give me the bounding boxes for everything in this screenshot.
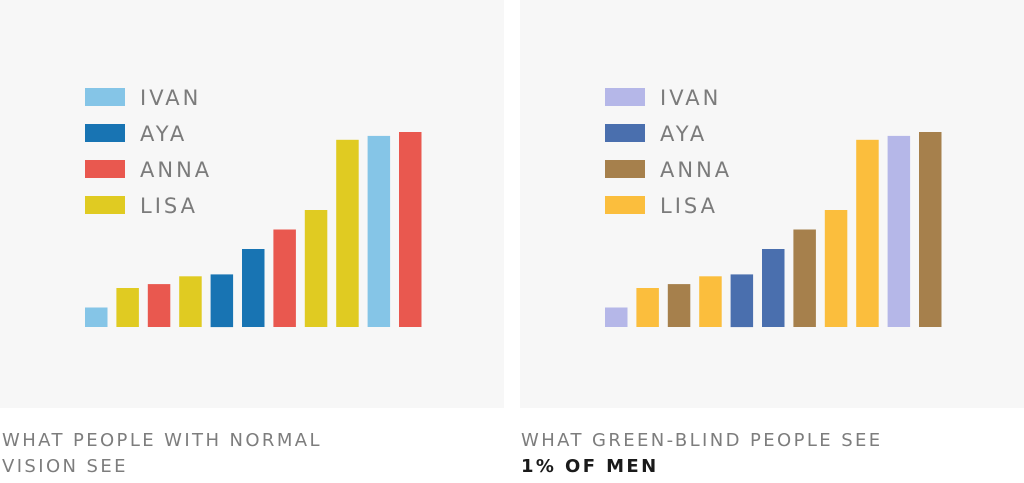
green-blind-chart: IVAN AYA ANNA LISA	[605, 86, 942, 328]
legend-swatch-lisa	[85, 196, 125, 214]
green-blind-caption-emphasis: 1% OF MEN	[521, 456, 659, 477]
bar-11-anna	[919, 132, 942, 327]
legend-swatch-ivan	[605, 88, 645, 106]
bar-1-ivan	[605, 307, 628, 327]
legend-label-lisa: LISA	[140, 194, 198, 218]
green-blind-chart-panel: IVAN AYA ANNA LISA	[520, 0, 1024, 408]
bar-3-anna	[667, 284, 691, 327]
green-blind-caption-text: WHAT GREEN-BLIND PEOPLE SEE	[521, 430, 883, 451]
bar-4-lisa	[699, 276, 722, 327]
legend-label-aya: AYA	[660, 122, 707, 146]
legend-swatch-aya	[605, 124, 645, 142]
legend-swatch-ivan	[85, 88, 125, 106]
normal-vision-caption: WHAT PEOPLE WITH NORMAL VISION SEE	[2, 428, 402, 480]
green-blind-caption: WHAT GREEN-BLIND PEOPLE SEE 1% OF MEN	[521, 428, 883, 480]
bar-2-lisa	[116, 288, 139, 327]
legend-label-aya: AYA	[140, 122, 187, 146]
legend-label-anna: ANNA	[660, 158, 732, 182]
bar-7-anna	[793, 229, 816, 327]
bar-9-lisa	[856, 139, 879, 327]
bar-6-aya	[762, 249, 785, 327]
normal-vision-caption-text: WHAT PEOPLE WITH NORMAL VISION SEE	[2, 430, 322, 477]
normal-vision-chart: IVAN AYA ANNA LISA	[85, 86, 422, 328]
bar-8-lisa	[824, 210, 848, 327]
legend-swatch-anna	[605, 160, 645, 178]
bar-8-lisa	[304, 210, 328, 327]
bar-10-ivan	[367, 135, 391, 327]
bar-10-ivan	[887, 135, 911, 327]
bar-11-anna	[399, 132, 422, 327]
legend-label-lisa: LISA	[660, 194, 718, 218]
normal-vision-chart-panel: IVAN AYA ANNA LISA	[0, 0, 504, 408]
bar-7-anna	[273, 229, 296, 327]
bar-3-anna	[147, 284, 171, 327]
legend-swatch-aya	[85, 124, 125, 142]
legend-swatch-lisa	[605, 196, 645, 214]
bar-2-lisa	[636, 288, 659, 327]
bar-1-ivan	[85, 307, 108, 327]
bar-4-lisa	[179, 276, 202, 327]
legend-label-ivan: IVAN	[140, 86, 201, 110]
bar-5-aya	[210, 274, 234, 328]
legend-swatch-anna	[85, 160, 125, 178]
bar-5-aya	[730, 274, 754, 328]
bar-6-aya	[242, 249, 265, 327]
legend-label-anna: ANNA	[140, 158, 212, 182]
bar-9-lisa	[336, 139, 359, 327]
legend-label-ivan: IVAN	[660, 86, 721, 110]
